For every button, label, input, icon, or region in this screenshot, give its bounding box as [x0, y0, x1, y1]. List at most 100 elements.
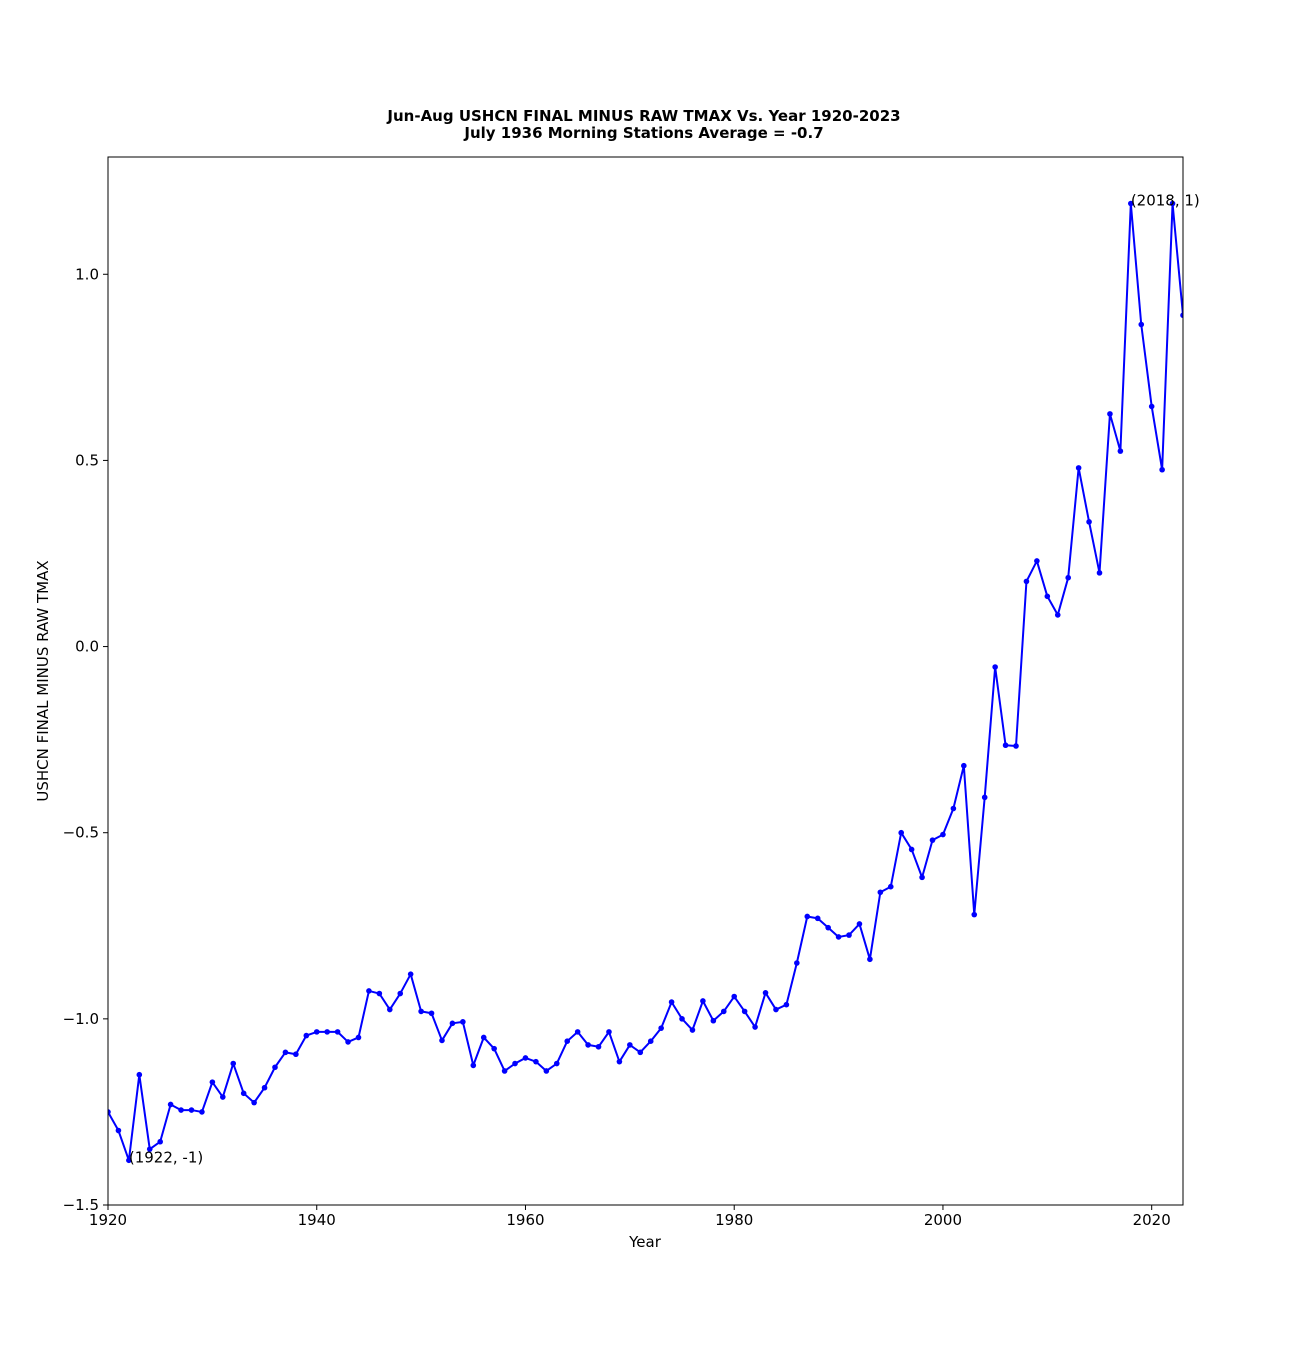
data-point: [804, 913, 811, 920]
data-point: [908, 846, 915, 853]
data-point: [230, 1060, 237, 1067]
data-point: [835, 934, 842, 940]
data-point: [898, 829, 905, 836]
x-tick-label: 1920: [89, 1211, 127, 1229]
data-point: [1054, 612, 1061, 618]
data-point: [731, 993, 738, 1000]
data-point: [293, 1051, 299, 1058]
series-layer: [108, 200, 1183, 1164]
data-point: [407, 971, 414, 977]
data-point: [773, 1006, 779, 1013]
data-point: [355, 1034, 362, 1041]
data-point: [1002, 742, 1009, 749]
data-point: [126, 1157, 132, 1164]
data-point: [1138, 321, 1145, 328]
data-point: [668, 999, 675, 1005]
data-point: [491, 1045, 497, 1052]
chart-subtitle: July 1936 Morning Stations Average = -0.…: [463, 124, 823, 142]
data-point: [470, 1062, 477, 1069]
data-point: [887, 883, 894, 890]
data-point: [324, 1029, 330, 1035]
data-point: [167, 1101, 174, 1108]
x-tick-label: 1980: [715, 1211, 753, 1229]
data-point: [679, 1016, 685, 1022]
data-point: [1096, 570, 1103, 576]
data-point: [376, 990, 383, 997]
data-point: [940, 831, 946, 838]
data-point: [689, 1027, 696, 1033]
data-point: [146, 1146, 153, 1152]
data-point: [261, 1084, 268, 1091]
data-point: [627, 1042, 633, 1048]
data-point: [752, 1024, 758, 1030]
data-point: [449, 1020, 456, 1027]
data-point: [794, 960, 800, 966]
x-axis: 1920 1940 1960 1980 2000 2020: [89, 1205, 1171, 1229]
data-point: [1086, 519, 1092, 525]
data-point: [220, 1094, 226, 1100]
data-point: [209, 1079, 216, 1085]
data-point: [108, 1109, 111, 1115]
data-point: [512, 1060, 518, 1067]
data-point: [981, 794, 988, 801]
data-point: [762, 989, 769, 996]
data-point: [585, 1042, 591, 1048]
data-point: [856, 921, 863, 927]
data-point: [543, 1068, 550, 1074]
y-axis-label: USHCN FINAL MINUS RAW TMAX: [34, 560, 52, 801]
data-point: [1159, 466, 1165, 473]
data-point: [397, 990, 404, 997]
data-point: [1034, 558, 1040, 564]
x-tick-label: 2020: [1133, 1211, 1171, 1229]
data-point: [1169, 200, 1176, 207]
data-point: [564, 1038, 571, 1044]
y-axis: −1.5 −1.0 −0.5 0.0 0.5 1.0: [63, 265, 108, 1214]
data-point: [428, 1010, 435, 1017]
chart-title: Jun-Aug USHCN FINAL MINUS RAW TMAX Vs. Y…: [386, 107, 900, 125]
data-point: [929, 837, 936, 843]
data-point: [501, 1068, 508, 1074]
data-point: [1075, 465, 1082, 471]
data-point: [720, 1008, 727, 1015]
data-point: [480, 1034, 487, 1041]
data-point: [282, 1049, 289, 1056]
point-annotation: (1922, -1): [129, 1148, 203, 1166]
data-point: [825, 924, 831, 931]
plot-frame: [107, 156, 1184, 1206]
x-tick-label: 2000: [924, 1211, 962, 1229]
data-point: [877, 889, 884, 896]
y-tick-label: −1.5: [63, 1196, 99, 1214]
data-point: [303, 1032, 310, 1039]
data-point: [460, 1019, 466, 1025]
data-point: [658, 1025, 664, 1031]
series-line: [108, 202, 1183, 1162]
data-point: [595, 1043, 602, 1050]
data-point: [961, 762, 967, 769]
y-tick-label: −0.5: [63, 824, 99, 842]
data-point: [1107, 411, 1113, 417]
data-point: [616, 1058, 623, 1065]
data-point: [1023, 578, 1030, 585]
data-point: [814, 915, 821, 922]
data-point: [647, 1038, 654, 1044]
data-point: [366, 988, 372, 994]
data-point: [334, 1029, 341, 1035]
data-point: [710, 1017, 717, 1024]
data-point: [345, 1039, 351, 1045]
data-point: [313, 1029, 320, 1035]
data-point: [919, 874, 925, 881]
data-point: [971, 911, 978, 918]
data-point: [992, 664, 998, 670]
data-point: [741, 1008, 748, 1015]
data-point: [240, 1090, 247, 1097]
data-point: [386, 1006, 393, 1013]
data-point: [522, 1055, 529, 1061]
data-point: [950, 805, 957, 812]
x-tick-label: 1960: [506, 1211, 544, 1229]
y-tick-label: 0.5: [75, 451, 99, 469]
data-point: [188, 1107, 195, 1113]
data-point: [178, 1107, 184, 1113]
data-point: [115, 1127, 122, 1134]
data-point: [418, 1008, 424, 1015]
